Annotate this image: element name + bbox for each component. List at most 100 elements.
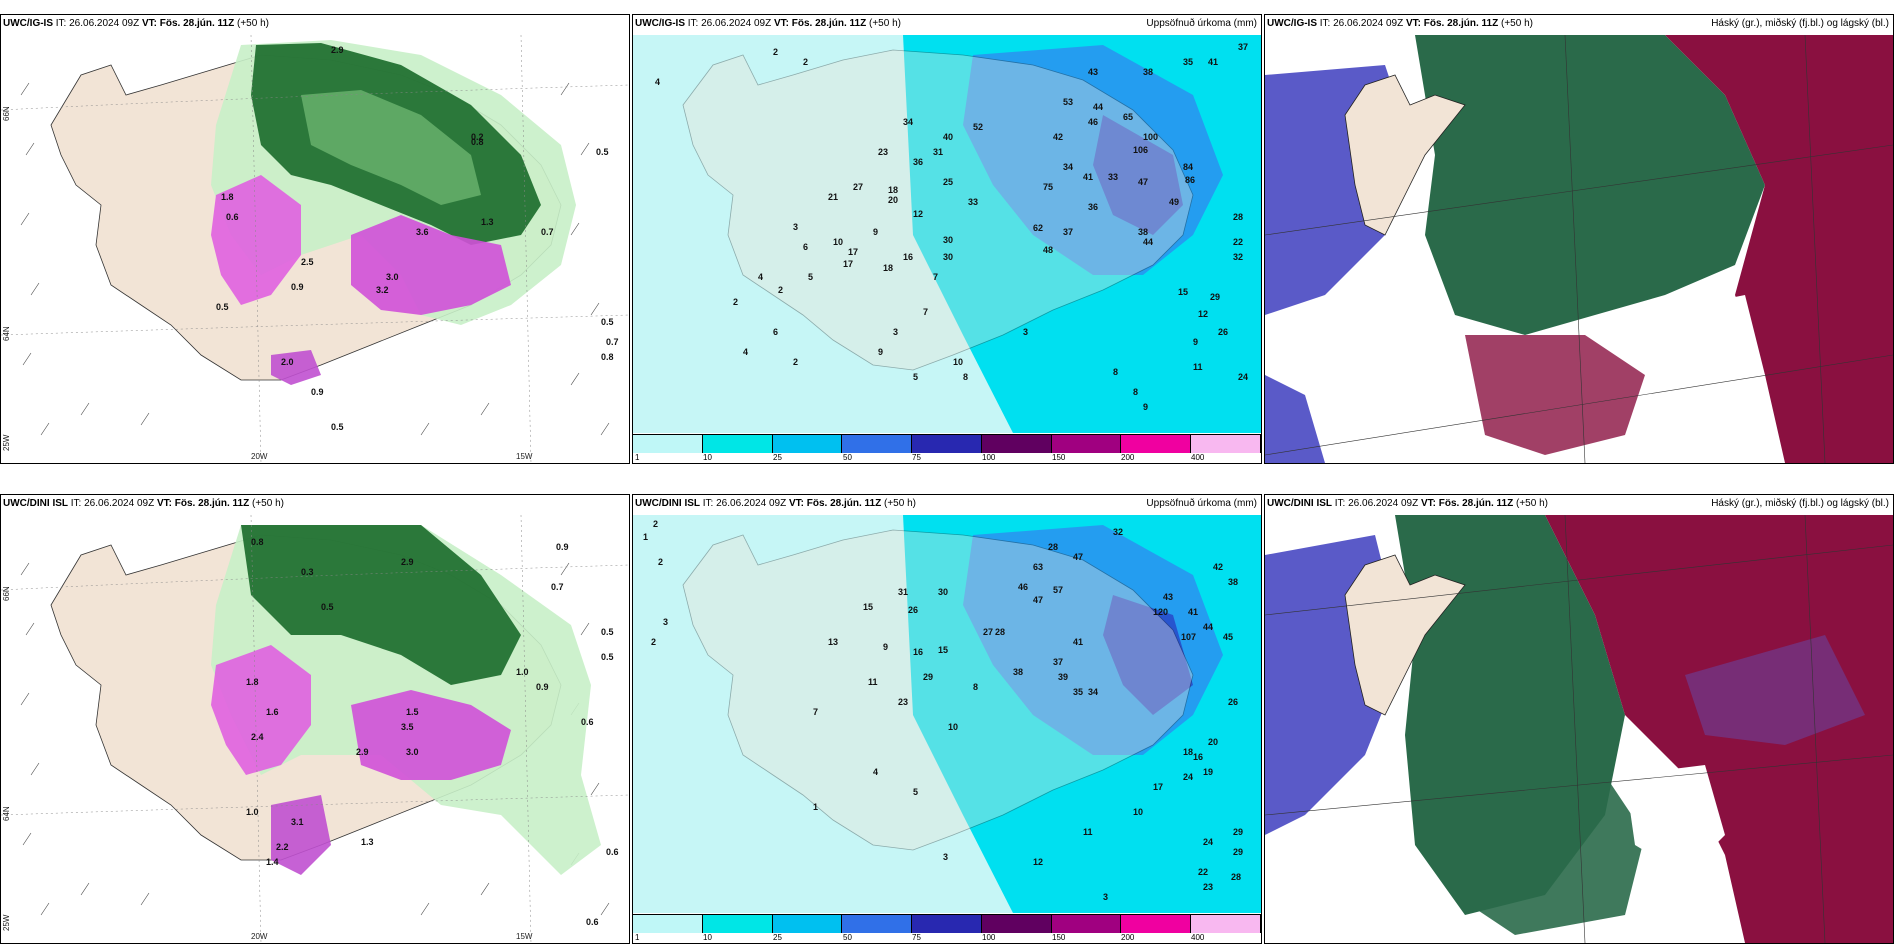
svg-text:2: 2: [778, 285, 783, 295]
svg-text:28: 28: [1231, 872, 1241, 882]
svg-text:45: 45: [1223, 632, 1233, 642]
accum-precip-map[interactable]: 2 1 2 3 2 32 28 47 63 46 57 47 41 37 38 …: [633, 515, 1261, 913]
iceland-land: [682, 49, 1194, 371]
cloud-map[interactable]: [1265, 35, 1893, 463]
precip-rate-map-svg: 66N 64N 25W 20W 15W 0.8 0.3 0.5 2.9 0.9 …: [1, 515, 629, 943]
panel-header: UWC/IG-IS IT: 26.06.2024 09Z VT: Fös. 28…: [635, 18, 901, 29]
panel-dini-clouds: UWC/DINI ISL IT: 26.06.2024 09Z VT: Fös.…: [1264, 494, 1894, 944]
svg-text:22: 22: [1198, 867, 1208, 877]
precip-rate-map-svg: 66N 64N 25W 20W 15W 2.9 0.8 0.5 1.8 0.6 …: [1, 35, 629, 463]
svg-text:0.6: 0.6: [581, 717, 594, 727]
panel-dini-accum-precip: UWC/DINI ISL IT: 26.06.2024 09Z VT: Fös.…: [632, 494, 1262, 944]
accum-precip-map[interactable]: 2 4 2 37 35 41 38 43 53 44 65 46 42 34 5…: [633, 35, 1261, 433]
svg-text:34: 34: [1063, 162, 1073, 172]
svg-text:42: 42: [1053, 132, 1063, 142]
field-title: Uppsöfnuð úrkoma (mm): [1146, 18, 1257, 29]
svg-text:3.0: 3.0: [386, 272, 399, 282]
svg-text:4: 4: [873, 767, 878, 777]
svg-text:15: 15: [1178, 287, 1188, 297]
svg-text:47: 47: [1033, 595, 1043, 605]
svg-text:30: 30: [943, 235, 953, 245]
svg-text:46: 46: [1088, 117, 1098, 127]
cloud-mid-south: [1465, 335, 1645, 455]
svg-text:2: 2: [733, 297, 738, 307]
panel-header: UWC/DINI ISL IT: 26.06.2024 09Z VT: Fös.…: [635, 498, 916, 509]
graticule: [1265, 515, 1893, 943]
svg-text:29: 29: [1233, 847, 1243, 857]
svg-text:28: 28: [1048, 542, 1058, 552]
svg-text:57: 57: [1053, 585, 1063, 595]
svg-text:0.8: 0.8: [251, 537, 264, 547]
svg-text:31: 31: [933, 147, 943, 157]
svg-text:22: 22: [1233, 237, 1243, 247]
svg-text:86: 86: [1185, 175, 1195, 185]
svg-text:1.0: 1.0: [246, 807, 259, 817]
svg-text:3: 3: [1023, 327, 1028, 337]
svg-text:28: 28: [995, 627, 1005, 637]
svg-text:26: 26: [908, 605, 918, 615]
cloud-low-ne: [1685, 635, 1865, 745]
svg-text:30: 30: [938, 587, 948, 597]
precip-rate-map[interactable]: 66N 64N 25W 20W 15W 2.9 0.8 0.5 1.8 0.6 …: [1, 35, 629, 463]
svg-text:6: 6: [773, 327, 778, 337]
svg-text:9: 9: [1193, 337, 1198, 347]
legend-swatch: [633, 915, 703, 933]
svg-text:49: 49: [1169, 197, 1179, 207]
field-title: Háský (gr.), miðský (fj.bl.) og lágský (…: [1711, 18, 1889, 29]
svg-text:2: 2: [793, 357, 798, 367]
svg-text:0.3: 0.3: [301, 567, 314, 577]
precip-rate-map[interactable]: 66N 64N 25W 20W 15W 0.8 0.3 0.5 2.9 0.9 …: [1, 515, 629, 943]
svg-text:1.3: 1.3: [361, 837, 374, 847]
svg-text:23: 23: [878, 147, 888, 157]
cloud-map[interactable]: [1265, 515, 1893, 943]
svg-text:26: 26: [1228, 697, 1238, 707]
svg-text:41: 41: [1073, 637, 1083, 647]
svg-text:65: 65: [1123, 112, 1133, 122]
svg-text:30: 30: [943, 252, 953, 262]
svg-text:12: 12: [1033, 857, 1043, 867]
svg-text:32: 32: [1113, 527, 1123, 537]
svg-text:18: 18: [1183, 747, 1193, 757]
svg-text:35: 35: [1073, 687, 1083, 697]
svg-text:31: 31: [898, 587, 908, 597]
svg-text:8: 8: [973, 682, 978, 692]
svg-text:2: 2: [651, 637, 656, 647]
accum-value-labels: 2 4 2 37 35 41 38 43 53 44 65 46 42 34 5…: [655, 42, 1248, 412]
panel-ig-is-precip-rate: UWC/IG-IS IT: 26.06.2024 09Z VT: Fös. 28…: [0, 14, 630, 464]
svg-text:6: 6: [803, 242, 808, 252]
precip-heavy-south: [271, 795, 331, 875]
svg-text:7: 7: [923, 307, 928, 317]
svg-text:41: 41: [1188, 607, 1198, 617]
svg-text:52: 52: [973, 122, 983, 132]
svg-text:28: 28: [1233, 212, 1243, 222]
svg-text:39: 39: [1058, 672, 1068, 682]
wind-barbs: [20, 82, 610, 436]
svg-text:5: 5: [808, 272, 813, 282]
legend-swatch: [912, 435, 982, 453]
svg-text:2.9: 2.9: [401, 557, 414, 567]
svg-text:0.5: 0.5: [331, 422, 344, 432]
svg-text:100: 100: [1143, 132, 1158, 142]
svg-text:20: 20: [888, 195, 898, 205]
graticule: [1, 515, 629, 943]
svg-text:2.0: 2.0: [281, 357, 294, 367]
svg-text:120: 120: [1153, 607, 1168, 617]
lat-label-66: 66N: [2, 586, 11, 601]
precip-heavy-west: [211, 645, 311, 775]
svg-text:3.2: 3.2: [376, 285, 389, 295]
graticule: [1265, 35, 1893, 463]
svg-text:0.8: 0.8: [601, 352, 614, 362]
svg-text:20: 20: [1208, 737, 1218, 747]
cloud-low-sw: [1265, 375, 1325, 463]
legend-swatch: [1191, 915, 1261, 933]
legend-swatch: [702, 915, 773, 933]
precip-legend: [633, 914, 1261, 933]
svg-text:29: 29: [923, 672, 933, 682]
svg-text:1.3: 1.3: [481, 217, 494, 227]
svg-text:3.0: 3.0: [406, 747, 419, 757]
svg-text:0.7: 0.7: [551, 582, 564, 592]
svg-text:0.7: 0.7: [541, 227, 554, 237]
svg-text:1.5: 1.5: [406, 707, 419, 717]
svg-text:11: 11: [1193, 362, 1203, 372]
svg-text:24: 24: [1238, 372, 1248, 382]
